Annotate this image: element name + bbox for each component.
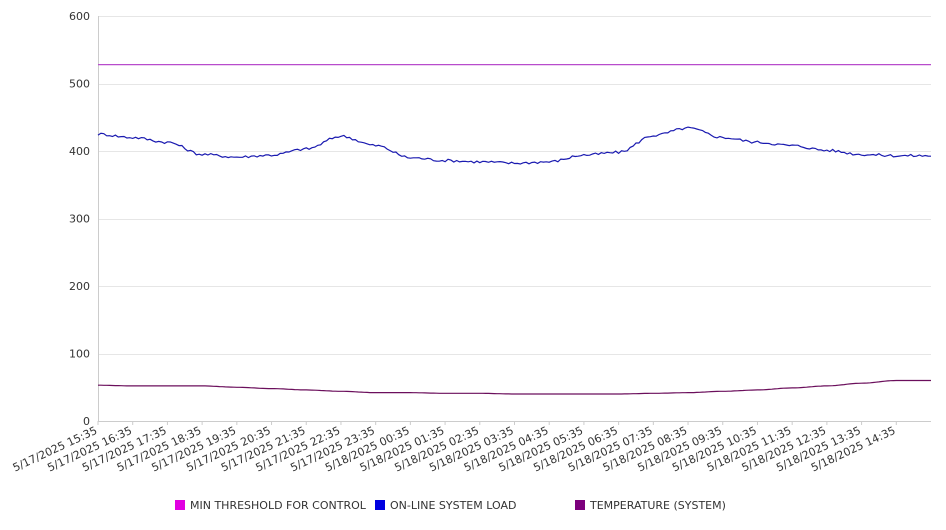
y-tick-label: 100: [69, 348, 90, 361]
legend-label-temperature: TEMPERATURE (SYSTEM): [590, 498, 726, 512]
y-tick-label: 500: [69, 78, 90, 91]
y-tick-label: 0: [83, 415, 90, 428]
x-tick-labels: 5/17/2025 15:355/17/2025 16:355/17/2025 …: [11, 424, 898, 474]
y-tick-label: 400: [69, 145, 90, 158]
series-line-on-line-system-load: [97, 126, 932, 165]
legend-label-system-load: ON-LINE SYSTEM LOAD: [390, 498, 517, 512]
gridlines: [98, 16, 931, 355]
legend-label-min-threshold: MIN THRESHOLD FOR CONTROL: [190, 498, 366, 512]
series-lines: [97, 63, 932, 395]
series-line-temperature-system: [98, 379, 931, 395]
y-tick-label: 300: [69, 213, 90, 226]
axes: [97, 16, 931, 425]
y-tick-labels: 0 100 200 300 400 500 600: [69, 10, 90, 428]
legend: MIN THRESHOLD FOR CONTROL ON-LINE SYSTEM…: [0, 498, 946, 514]
y-tick-label: 200: [69, 280, 90, 293]
legend-item-system-load[interactable]: ON-LINE SYSTEM LOAD: [375, 498, 516, 512]
legend-swatch-system-load: [375, 500, 385, 510]
legend-swatch-temperature: [575, 500, 585, 510]
legend-item-min-threshold[interactable]: MIN THRESHOLD FOR CONTROL: [175, 498, 366, 512]
y-tick-label: 600: [69, 10, 90, 23]
legend-swatch-min-threshold: [175, 500, 185, 510]
legend-item-temperature[interactable]: TEMPERATURE (SYSTEM): [575, 498, 726, 512]
